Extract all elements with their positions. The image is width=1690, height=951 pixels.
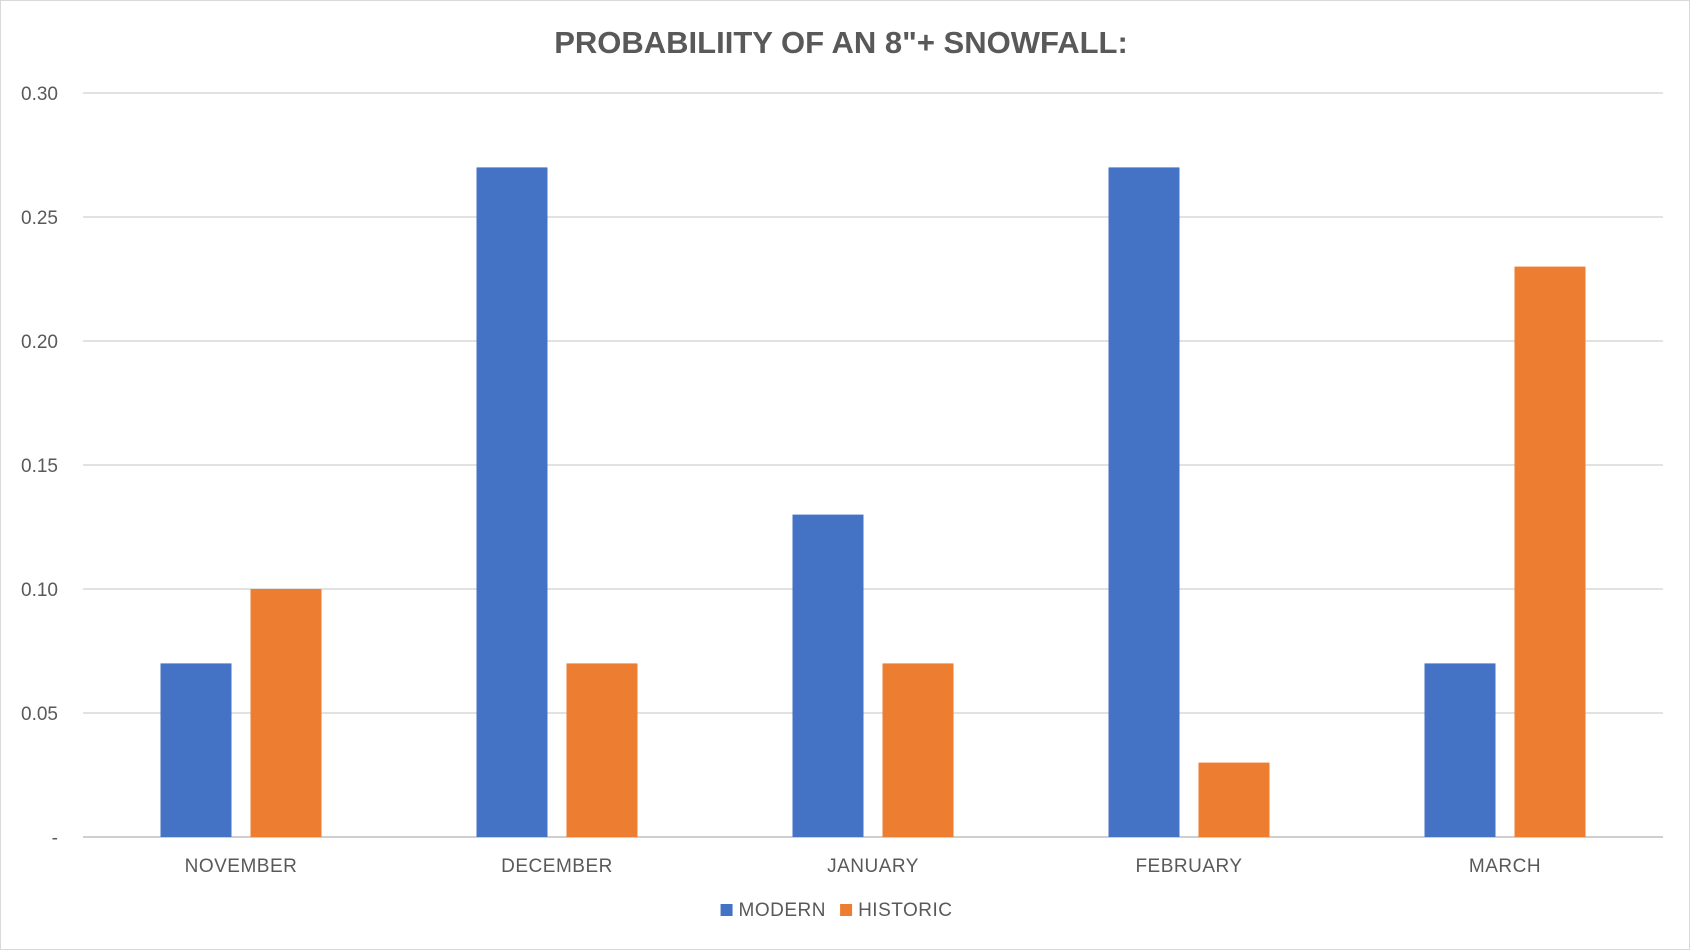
bar-historic-january (882, 663, 954, 837)
y-tick-label: 0.20 (21, 332, 58, 353)
y-tick-label: 0.25 (21, 208, 58, 229)
bar-modern-december (476, 167, 548, 837)
bar-modern-november (160, 663, 232, 837)
bars (160, 167, 1586, 838)
bar-historic-february (1198, 762, 1270, 837)
legend-label-historic: HISTORIC (858, 900, 952, 921)
x-category-label: NOVEMBER (185, 856, 298, 877)
bar-modern-february (1108, 167, 1180, 837)
y-tick-label: 0.05 (21, 704, 58, 725)
legend-swatch-historic (840, 904, 853, 916)
x-axis-categories: NOVEMBER DECEMBER JANUARY FEBRUARY MARCH (185, 856, 1541, 877)
legend-swatch-modern (720, 904, 733, 916)
y-tick-label: - (52, 828, 58, 849)
legend-label-modern: MODERN (739, 900, 826, 921)
y-axis-ticks: - 0.05 0.10 0.15 0.20 0.25 0.30 (21, 84, 58, 849)
bar-modern-march (1424, 663, 1496, 837)
chart-title: PROBABILIITY OF AN 8"+ SNOWFALL: (554, 25, 1128, 60)
y-tick-label: 0.30 (21, 84, 58, 105)
bar-historic-november (250, 589, 322, 837)
bar-modern-january (792, 514, 864, 837)
y-tick-label: 0.10 (21, 580, 58, 601)
x-category-label: FEBRUARY (1135, 856, 1242, 877)
bar-historic-march (1514, 266, 1586, 838)
x-category-label: DECEMBER (501, 856, 613, 877)
x-category-label: JANUARY (827, 856, 919, 877)
y-tick-label: 0.15 (21, 456, 58, 477)
legend: MODERN HISTORIC (720, 900, 952, 921)
x-category-label: MARCH (1469, 856, 1541, 877)
bar-historic-december (566, 663, 638, 837)
gridlines (83, 92, 1663, 838)
